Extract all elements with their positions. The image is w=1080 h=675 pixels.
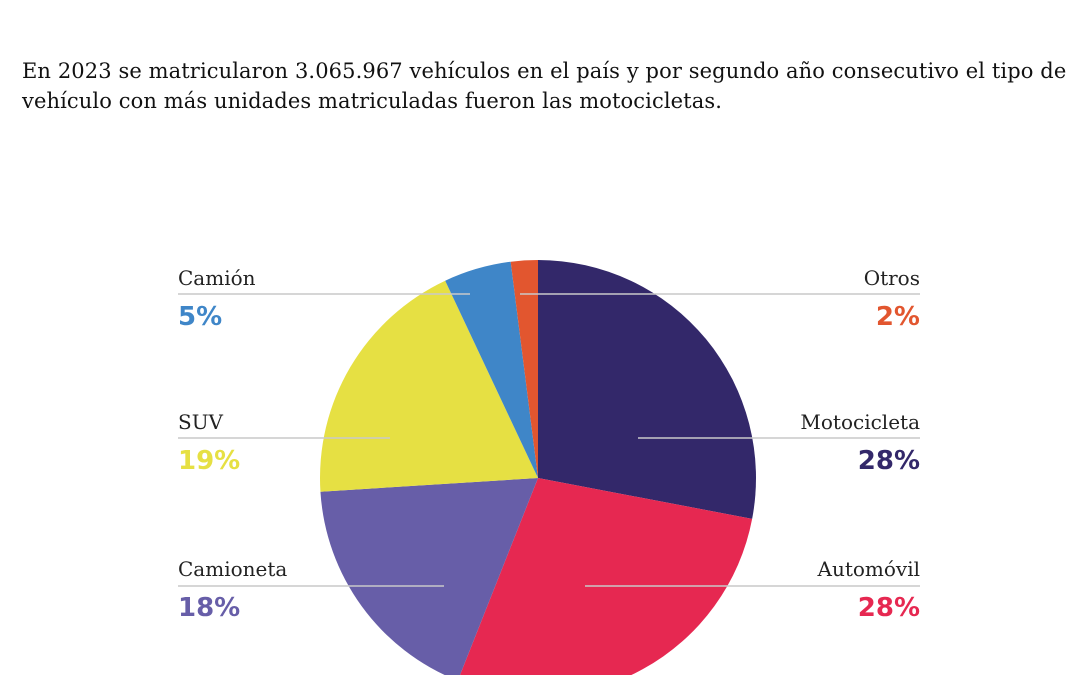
slice-suv	[319, 280, 538, 492]
slice-automovil	[460, 478, 753, 675]
value-automovil: 28%	[857, 593, 920, 623]
label-camioneta: Camioneta	[178, 557, 288, 581]
slice-camion	[445, 261, 538, 478]
label-otros: Otros	[863, 266, 920, 290]
value-suv: 19%	[178, 446, 241, 476]
label-motocicleta: Motocicleta	[800, 410, 920, 434]
slice-otros	[510, 260, 538, 478]
label-suv: SUV	[178, 410, 223, 434]
value-motocicleta: 28%	[857, 446, 920, 476]
label-automovil: Automóvil	[817, 557, 921, 581]
intro-paragraph: En 2023 se matricularon 3.065.967 vehícu…	[22, 59, 1067, 113]
label-camion: Camión	[178, 266, 256, 290]
value-camion: 5%	[178, 302, 223, 332]
slice-motocicleta	[538, 260, 757, 519]
value-camioneta: 18%	[178, 593, 241, 623]
slice-camioneta	[320, 478, 538, 675]
value-otros: 2%	[875, 302, 920, 332]
